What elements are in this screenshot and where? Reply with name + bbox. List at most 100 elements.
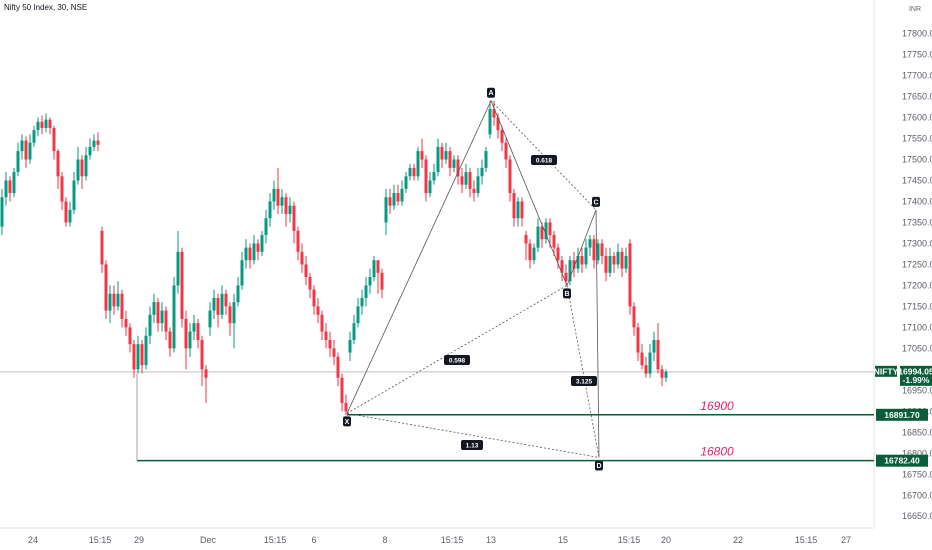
time-tick-label: 8: [382, 535, 387, 545]
candle-body: [504, 142, 508, 160]
candle-body: [200, 339, 204, 370]
candle-body: [56, 151, 60, 177]
price-tick-label: 17200.00: [902, 280, 932, 290]
pattern-point-marker: [595, 460, 603, 471]
price-tick-label: 16650.00: [902, 511, 932, 521]
candle: [0, 188, 4, 236]
pattern-leg-XD: [346, 413, 600, 458]
candle: [484, 146, 488, 173]
price-tick-label: 17700.00: [902, 71, 932, 81]
candle-body: [248, 247, 252, 261]
candle-body: [96, 140, 100, 145]
candle: [408, 163, 412, 181]
candle: [140, 339, 144, 374]
candle: [440, 142, 444, 168]
candle: [232, 293, 236, 349]
candle-body: [220, 293, 224, 315]
candle: [432, 163, 436, 185]
candle: [264, 209, 268, 244]
time-tick-label: 22: [733, 535, 743, 545]
price-tick-label: 17750.00: [902, 50, 932, 60]
candle: [184, 310, 188, 370]
price-tick-label: 17600.00: [902, 113, 932, 123]
candle-body: [468, 172, 472, 189]
time-tick-label: 29: [134, 535, 144, 545]
candle: [284, 193, 288, 227]
candle: [340, 373, 344, 412]
candle-body: [376, 260, 380, 273]
price-tick-label: 17300.00: [902, 238, 932, 248]
candle-body: [464, 172, 468, 185]
candle-body: [384, 197, 388, 223]
candle: [148, 306, 152, 345]
pattern-leg-AB: [490, 100, 568, 286]
candle: [396, 184, 400, 206]
candle: [428, 172, 432, 198]
candle: [44, 113, 48, 133]
candle: [616, 243, 620, 269]
candle: [580, 247, 584, 273]
candle-body: [568, 260, 572, 282]
candle: [364, 277, 368, 307]
candle-body: [188, 331, 192, 349]
candle-body: [252, 243, 256, 261]
candle-body: [120, 293, 124, 319]
candle: [360, 289, 364, 315]
candle-body: [400, 188, 404, 202]
candle-body: [0, 197, 4, 227]
candle-body: [328, 339, 332, 349]
candle-body: [540, 226, 544, 240]
candle: [368, 268, 372, 294]
candle: [552, 230, 556, 257]
candle: [400, 180, 404, 206]
ratio-badge: [461, 440, 483, 450]
price-tick-label: 17250.00: [902, 259, 932, 269]
chart-title: Nifty 50 Index, 30, NSE: [4, 3, 88, 12]
pattern-leg-BD: [566, 285, 600, 458]
price-tick-label: 17800.00: [902, 29, 932, 39]
candle: [120, 289, 124, 328]
price-tick-label: 17450.00: [902, 175, 932, 185]
candle-body: [292, 205, 296, 231]
time-axis: 24 15:15 29 Dec 15:15 6 8 15:15 13 15 15:15 20 22 15:…: [28, 535, 851, 545]
pattern-leg-BC: [566, 209, 597, 286]
candle-body: [508, 159, 512, 194]
price-tick-label: 17550.00: [902, 134, 932, 144]
candle: [244, 239, 248, 269]
candle-body: [116, 293, 120, 307]
candle: [156, 297, 160, 332]
candle: [180, 247, 184, 328]
candle: [356, 297, 360, 328]
candle-body: [644, 365, 648, 374]
candle-body: [184, 318, 188, 349]
candle: [28, 134, 32, 164]
candle-body: [604, 256, 608, 273]
candle: [648, 344, 652, 378]
candle: [132, 339, 136, 378]
candle-body: [392, 193, 396, 206]
candle-body: [80, 159, 84, 177]
candle-body: [500, 130, 504, 143]
candle: [420, 138, 424, 168]
pattern-point-label: D: [596, 463, 601, 470]
candle-body: [456, 159, 460, 177]
price-tick-label: 16800.00: [902, 448, 932, 458]
time-tick-label: 15:15: [441, 535, 464, 545]
candle: [436, 138, 440, 177]
candle: [460, 167, 464, 194]
candle-body: [352, 323, 356, 340]
candle-body: [280, 197, 284, 206]
candle-body: [156, 302, 160, 324]
candle: [456, 155, 460, 185]
candle: [500, 125, 504, 152]
candle-body: [436, 146, 440, 173]
candle: [320, 310, 324, 340]
candle: [548, 218, 552, 248]
candle-body: [580, 256, 584, 265]
candle-body: [52, 128, 56, 152]
candle-body: [332, 348, 336, 357]
candle-body: [312, 289, 316, 307]
harmonic-pattern: X A B C D 0.618 0.598 3.125 1.13: [343, 87, 603, 471]
candle-body: [524, 235, 528, 244]
